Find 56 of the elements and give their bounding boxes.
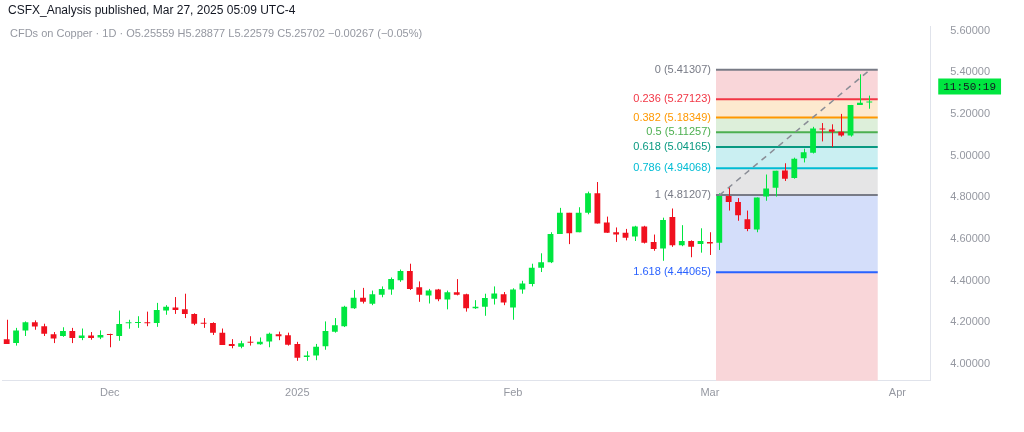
ref-line-label: 0.236 (5.27123) xyxy=(633,92,711,105)
candlestick xyxy=(838,113,845,138)
y-tick-label: 5.60000 xyxy=(950,23,990,36)
candlestick xyxy=(491,285,498,306)
candlestick xyxy=(416,280,423,303)
y-tick-label: 4.60000 xyxy=(950,232,990,245)
candlestick xyxy=(341,305,348,328)
ref-line-label: 1.618 (4.44065) xyxy=(633,265,711,278)
candlestick xyxy=(528,263,535,287)
y-tick-label: 4.80000 xyxy=(950,190,990,203)
candlestick xyxy=(116,310,123,342)
candlestick xyxy=(135,315,141,329)
x-tick-label: 2025 xyxy=(285,386,310,399)
candlestick xyxy=(725,186,732,212)
ref-line-label: 1 (4.81207) xyxy=(654,187,711,200)
candlestick xyxy=(763,174,770,202)
x-tick-label: Mar xyxy=(700,386,720,399)
candlestick xyxy=(406,263,413,291)
chart-subtitle: CFDs on Copper · 1D · O5.25559 H5.28877 L5.22579 C5.25702 −0.00267 (−0.05%) xyxy=(10,27,423,39)
chart-title: CSFX_Analysis published, Mar 27, 2025 05:09 UTC-4 xyxy=(8,3,296,17)
x-tick-label: Dec xyxy=(100,386,121,399)
y-tick-label: 5.00000 xyxy=(950,148,990,161)
candlestick xyxy=(153,302,160,328)
candlestick xyxy=(585,191,591,215)
x-tick-label: Feb xyxy=(503,386,523,399)
ref-line-label: 0.618 (5.04165) xyxy=(633,140,711,153)
candlestick xyxy=(510,287,516,321)
candlestick xyxy=(481,293,488,317)
candlestick xyxy=(678,224,685,247)
candlestick xyxy=(575,206,582,233)
candlestick xyxy=(556,207,563,235)
x-tick-label: Apr xyxy=(888,386,907,399)
candlestick xyxy=(866,95,873,110)
candlestick xyxy=(819,122,826,142)
ref-line-label: 0 (5.41307) xyxy=(654,62,711,75)
ref-line-label: 0.786 (4.94068) xyxy=(633,161,711,174)
y-tick-label: 4.00000 xyxy=(950,357,990,370)
text: 11:50:19 xyxy=(943,80,997,93)
y-tick-label: 4.40000 xyxy=(950,273,990,286)
candlestick xyxy=(181,293,188,319)
candlestick xyxy=(566,212,573,245)
y-tick-label: 5.20000 xyxy=(950,107,990,120)
candlestick xyxy=(857,73,863,106)
ref-line-label: 0.5 (5.11257) xyxy=(646,125,711,138)
candlestick xyxy=(735,197,741,222)
candlestick xyxy=(744,210,751,232)
candlestick xyxy=(538,252,545,273)
candlestick xyxy=(828,123,835,148)
candlestick xyxy=(350,289,357,310)
candlestick xyxy=(444,290,451,310)
candlestick xyxy=(294,341,301,362)
candlestick xyxy=(791,157,798,180)
candlestick xyxy=(3,319,10,345)
ref-line-label: 0.382 (5.18349) xyxy=(633,110,711,123)
y-tick-label: 4.20000 xyxy=(950,315,990,328)
y-tick-label: 5.40000 xyxy=(950,65,990,78)
